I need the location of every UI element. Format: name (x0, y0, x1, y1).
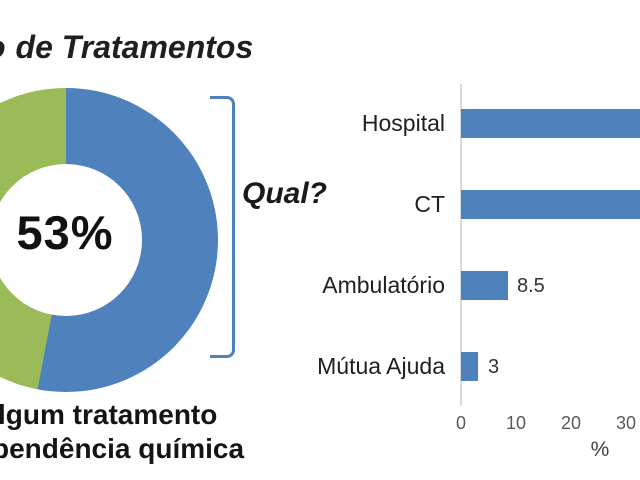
bar-ambulatorio (461, 271, 508, 300)
value-label-ambulatorio: 8.5 (517, 275, 545, 297)
x-tick-20: 20 (560, 413, 582, 433)
bracket-shape (210, 96, 235, 358)
title-text: de Tratamentos (15, 29, 254, 65)
donut-caption-line-1: lgum tratamento (0, 399, 218, 430)
category-label-ct: CT (414, 191, 445, 217)
bar-mutua-ajuda (461, 352, 478, 381)
category-label-ambulatorio: Ambulatório (322, 272, 445, 298)
title-clipped-letter: o (0, 29, 6, 66)
donut-hole (0, 164, 142, 316)
x-tick-0: 0 (455, 413, 466, 433)
qual-annotation: Qual? (242, 177, 328, 210)
x-tick-10: 10 (505, 413, 527, 433)
x-axis-unit-label: % (590, 438, 610, 461)
page-title: ode Tratamentos (0, 29, 253, 66)
donut-caption-line-2: pendência química (0, 433, 245, 464)
category-label-mutua-ajuda: Mútua Ajuda (317, 353, 445, 379)
y-axis-line (460, 84, 462, 406)
category-label-hospital: Hospital (361, 110, 445, 136)
value-label-mutua-ajuda: 3 (488, 356, 500, 378)
donut-center-label: 53% (16, 206, 114, 259)
bar-ct (461, 190, 640, 219)
bar-hospital (461, 109, 640, 138)
x-tick-30: 30 (615, 413, 637, 433)
